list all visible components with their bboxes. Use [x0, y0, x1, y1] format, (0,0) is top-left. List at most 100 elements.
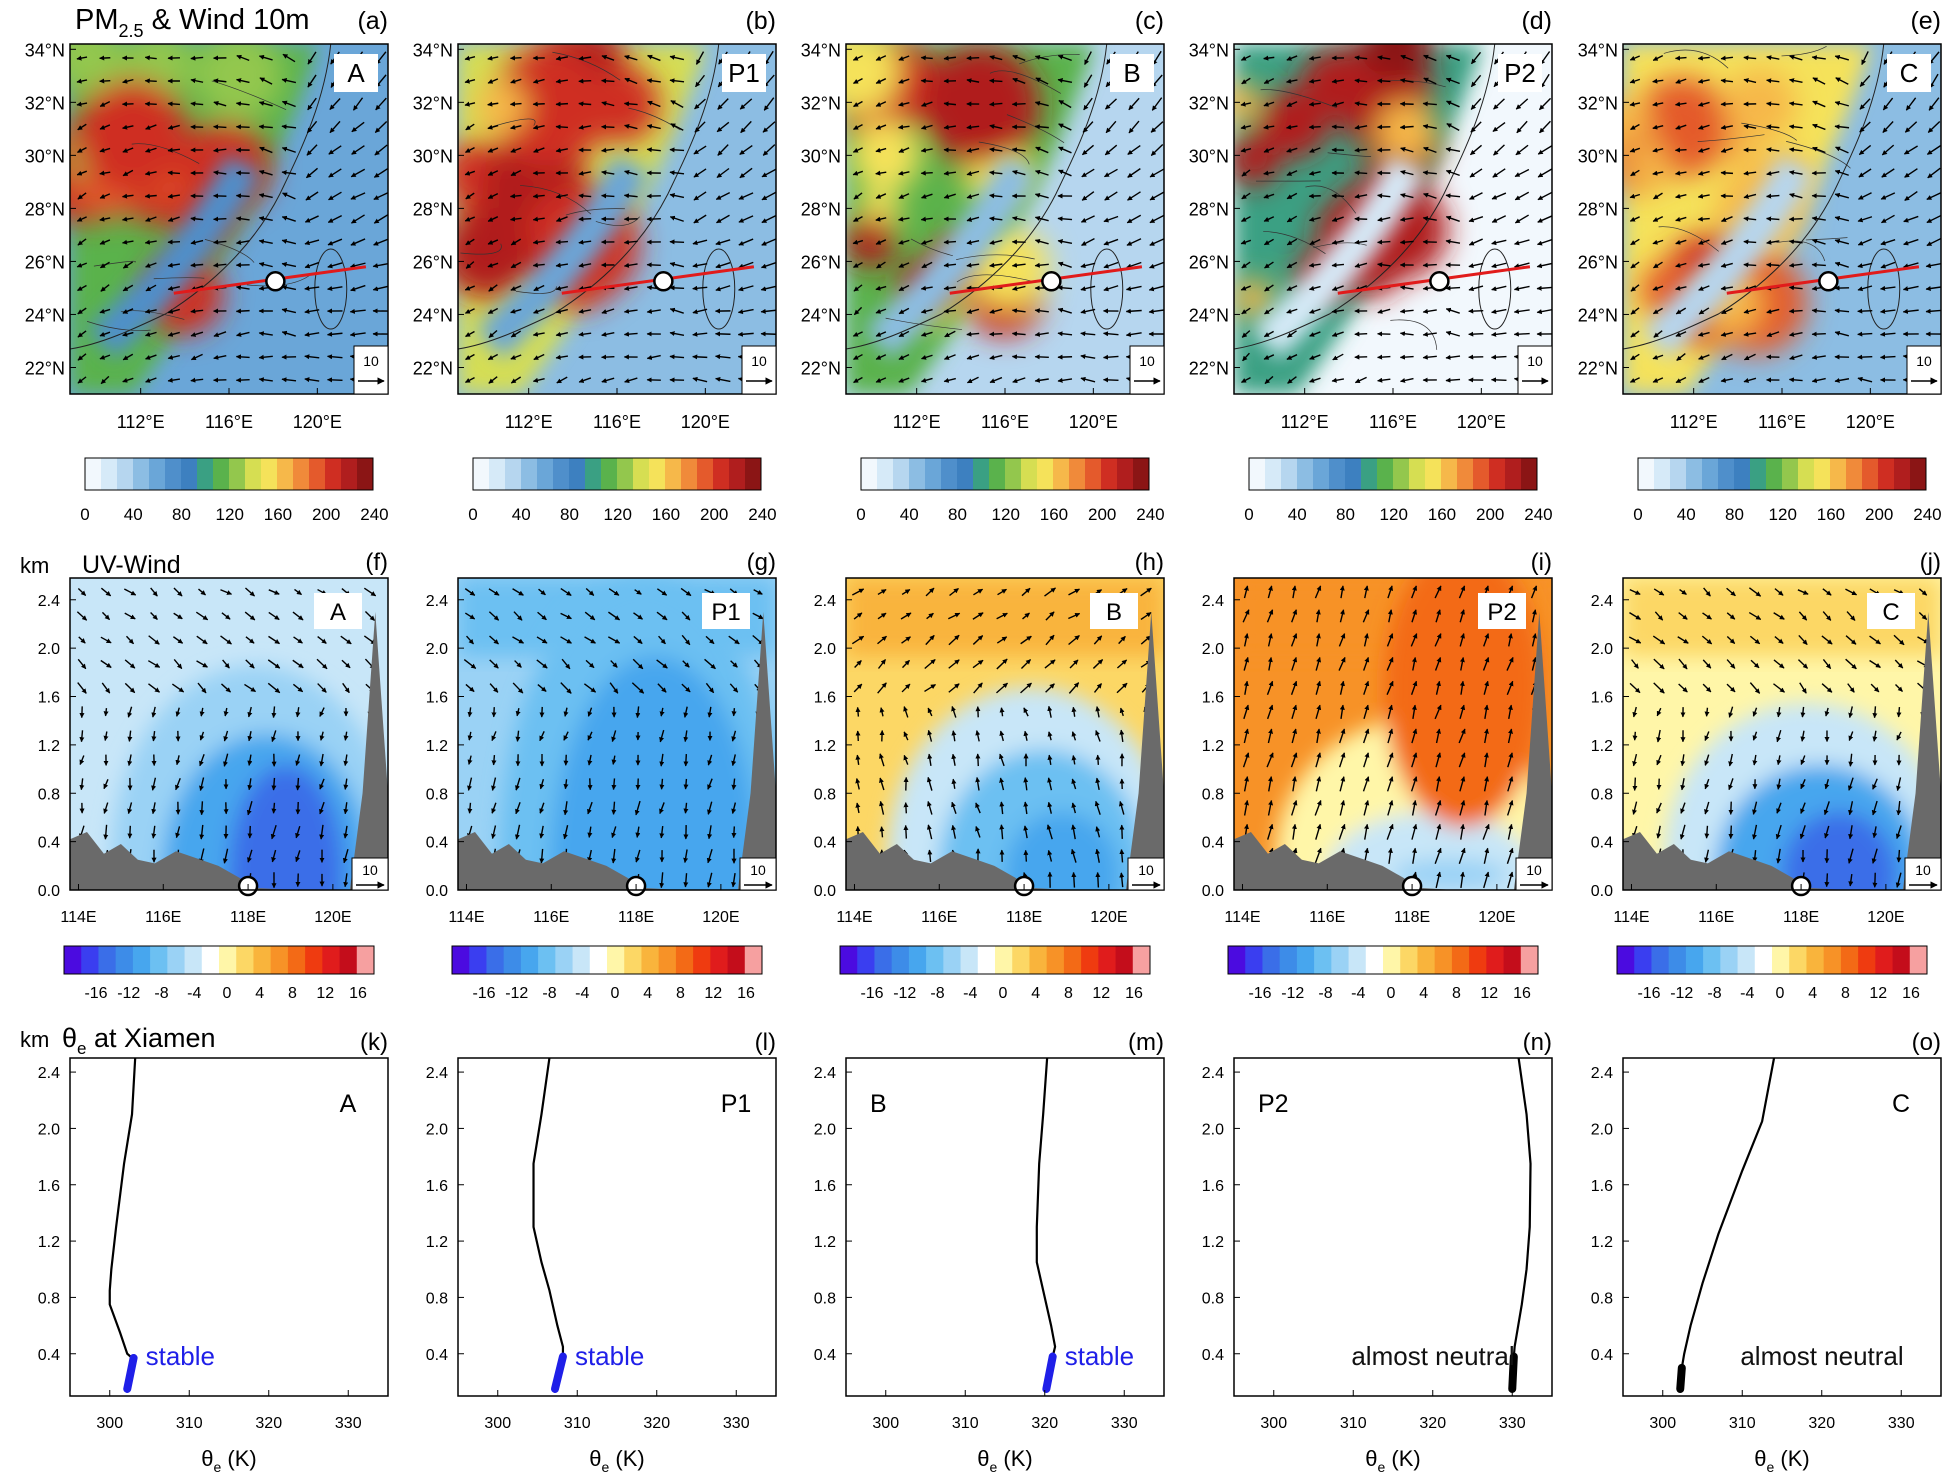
wind-arrow	[853, 78, 863, 84]
pm-colorbar-cell	[1281, 458, 1298, 490]
wind-arrow	[1540, 73, 1550, 89]
wind-arrow	[1034, 262, 1049, 268]
province-border	[565, 208, 625, 216]
theta-xlabel: θe (K)	[977, 1446, 1033, 1475]
wind-arrow	[1149, 168, 1164, 178]
wind-arrow	[190, 353, 203, 361]
wind-arrow	[487, 78, 499, 84]
pm-colorbar-cell	[1798, 458, 1815, 490]
pm-colorbar-cell	[1670, 458, 1687, 490]
wind-arrow	[920, 147, 933, 153]
wind-arrow	[1788, 216, 1803, 222]
pm-colorbar-cell	[1425, 458, 1442, 490]
uv-colorbar-cell	[1617, 946, 1635, 974]
theta-xlabel-symbol: θ	[1754, 1446, 1766, 1471]
theta-xtick-label: 310	[564, 1415, 591, 1432]
wind-arrow	[1128, 97, 1140, 111]
wind-arrow	[897, 124, 910, 130]
wind-arrow	[1105, 98, 1117, 110]
uv-arrow	[1704, 707, 1710, 717]
uv-colorbar-tick: -16	[1637, 985, 1660, 1002]
pm-colorbar-cell	[1053, 458, 1070, 490]
theta-ytick-label: 0.4	[1591, 1347, 1613, 1364]
wind-arrow	[898, 330, 910, 338]
theta-xtick-label: 320	[255, 1415, 282, 1432]
wind-arrow	[373, 191, 388, 201]
wind-arrow	[77, 123, 87, 131]
wind-arrow	[669, 354, 685, 360]
wind-arrow	[122, 308, 134, 314]
wind-arrow	[122, 147, 134, 153]
wind-arrow	[876, 261, 886, 269]
wind-arrow	[989, 376, 1003, 384]
wind-arrow	[259, 77, 273, 85]
wind-arrow	[898, 101, 910, 107]
uv-colorbar-cell	[1383, 946, 1401, 974]
wind-arrow	[1811, 193, 1826, 199]
wind-arrow	[167, 308, 180, 314]
uv-colorbar-cell	[1806, 946, 1825, 974]
wind-arrow	[509, 101, 522, 107]
uv-arrow	[491, 755, 497, 766]
stage-label: C	[1900, 58, 1919, 88]
wind-arrow	[487, 55, 499, 61]
wind-arrow	[692, 376, 708, 383]
wind-arrow	[623, 285, 638, 291]
pm-colorbar-cell	[1910, 458, 1927, 490]
wind-arrow	[1034, 377, 1049, 383]
wind-arrow	[281, 285, 297, 291]
pm-colorbar-tick: 120	[604, 505, 632, 524]
wind-arrow	[601, 147, 615, 153]
wind-arrow	[372, 263, 388, 269]
stage-label: C	[1882, 599, 1899, 626]
province-border	[956, 274, 1035, 283]
theta-panel-P2: almost neutral P2 (n) 2.4 2.0 1.6 1.2 0.8 0.4 300…	[1202, 1029, 1553, 1475]
wind-arrow	[532, 216, 545, 222]
wind-arrow	[1057, 377, 1073, 383]
wind-arrow	[99, 331, 111, 337]
cs-ytick-label: 1.2	[426, 738, 448, 755]
wind-arrow	[943, 147, 957, 153]
cs-ytick-label: 0.0	[426, 883, 448, 900]
pm-colorbar-cell	[133, 458, 150, 490]
pm-colorbar-tick: 120	[1380, 505, 1408, 524]
wind-arrow	[898, 55, 910, 61]
theta-ytick-label: 2.4	[814, 1065, 836, 1082]
theta-ytick-label: 1.2	[426, 1234, 448, 1251]
wind-arrow	[465, 192, 475, 200]
wind-arrow	[943, 377, 956, 383]
wind-arrow	[1080, 262, 1096, 269]
wind-arrow	[555, 193, 568, 199]
wind-arrow	[144, 55, 157, 61]
wind-arrow	[307, 74, 317, 88]
wind-arrow	[328, 191, 342, 201]
province-border	[885, 317, 963, 330]
pm-colorbar-cell	[357, 458, 374, 490]
wind-arrow	[1422, 262, 1437, 268]
province-border	[131, 143, 200, 164]
uv-colorbar-tick: -4	[575, 985, 589, 1002]
theta-panel-C: almost neutral C (o) 2.4 2.0 1.6 1.2 0.8 0.4 300 3…	[1591, 1029, 1942, 1475]
uv-colorbar-tick: 0	[999, 985, 1008, 1002]
wind-arrow	[555, 124, 569, 130]
pm-colorbar-cell	[181, 458, 198, 490]
wind-arrow	[624, 377, 638, 384]
wind-arrow	[327, 214, 343, 224]
cs-ytick-label: 0.8	[38, 786, 60, 803]
cs-xtick-label: 114E	[448, 909, 484, 926]
uv-arrow	[467, 802, 473, 814]
uv-colorbar-cell	[520, 946, 539, 974]
wind-arrow	[487, 147, 499, 153]
wind-arrow	[1084, 51, 1092, 65]
wind-arrow	[624, 77, 638, 85]
wind-arrow	[1354, 55, 1368, 61]
map-ytick-label: 28°N	[1189, 199, 1229, 219]
wind-arrow	[1857, 354, 1873, 360]
wind-arrow	[1150, 121, 1164, 133]
wind-arrow	[921, 101, 933, 107]
theta-xtick-label: 320	[1419, 1415, 1446, 1432]
uv-colorbar-cell	[1754, 946, 1773, 974]
wind-arrow	[1149, 238, 1164, 246]
map-ytick-label: 32°N	[801, 93, 841, 113]
wind-arrow	[1011, 331, 1026, 337]
